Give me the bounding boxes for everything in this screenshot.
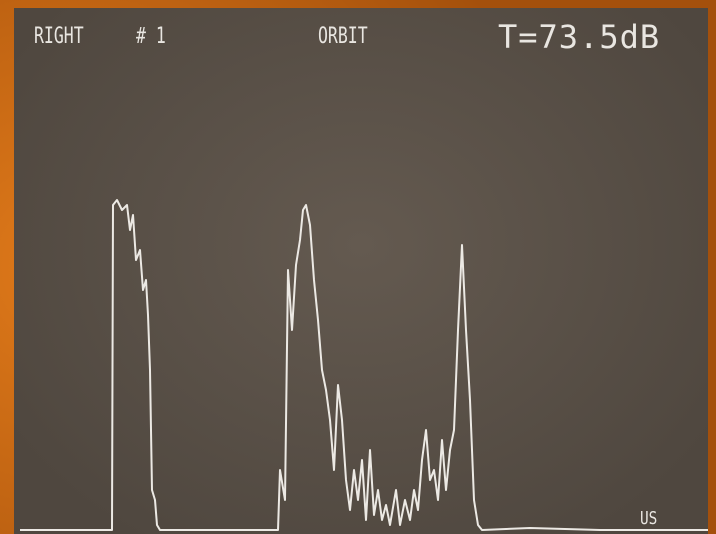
number-label: # 1 [136,24,166,49]
unit-label: US [640,508,658,529]
threshold-label: T=73.5dB [498,18,661,56]
signal-trace [20,199,708,531]
mode-label: ORBIT [318,24,368,49]
oscilloscope-screen: RIGHT # 1 ORBIT T=73.5dB US [14,8,708,534]
channel-label: RIGHT [34,24,84,49]
